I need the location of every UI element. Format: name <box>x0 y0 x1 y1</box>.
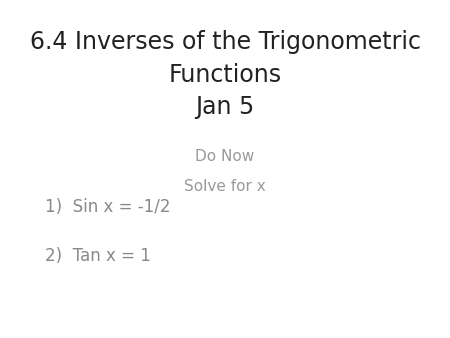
Text: Do Now: Do Now <box>195 149 255 164</box>
Text: 1)  Sin x = -1/2: 1) Sin x = -1/2 <box>45 198 171 216</box>
Text: Functions: Functions <box>168 63 282 87</box>
Text: Solve for x: Solve for x <box>184 179 266 194</box>
Text: Jan 5: Jan 5 <box>195 95 255 119</box>
Text: 6.4 Inverses of the Trigonometric: 6.4 Inverses of the Trigonometric <box>30 30 420 54</box>
Text: 2)  Tan x = 1: 2) Tan x = 1 <box>45 247 151 265</box>
